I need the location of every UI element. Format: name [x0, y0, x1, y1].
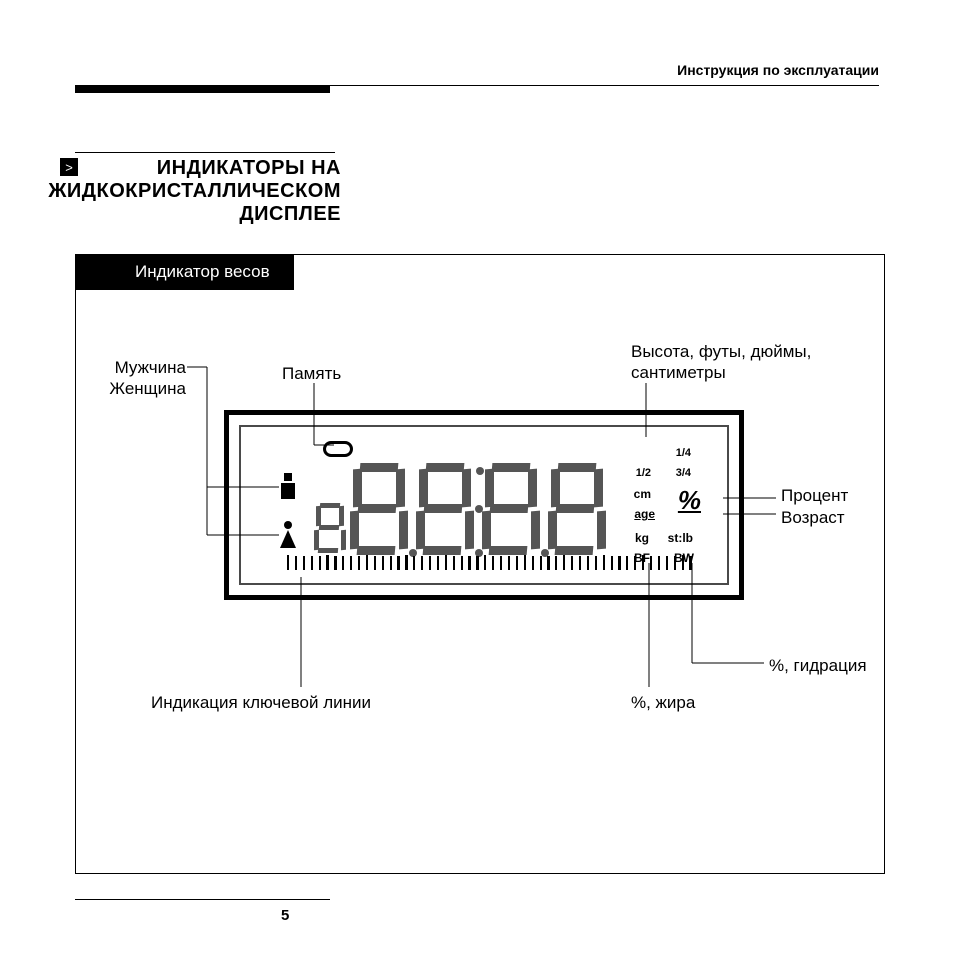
title-line-1: ИНДИКАТОРЫ НА: [157, 157, 341, 179]
title-line-3: ДИСПЛЕЕ: [239, 203, 341, 225]
label-fat: %, жира: [631, 692, 695, 713]
label-memory: Память: [282, 363, 341, 384]
lcd-digit-2: [419, 463, 471, 555]
label-age: Возраст: [781, 507, 845, 528]
lcd-digit-1: [353, 463, 405, 555]
lcd-digit-4: [551, 463, 603, 555]
section-title: ИНДИКАТОРЫ НА ЖИДКОКРИСТАЛЛИЧЕСКОМ ДИСПЛ…: [38, 157, 341, 226]
male-icon: [281, 473, 295, 499]
female-icon: [280, 521, 296, 548]
section-rule: [75, 152, 335, 153]
lcd-frac-14: 1/4: [676, 447, 691, 459]
label-male: Мужчина: [115, 358, 186, 377]
footer-rule: [75, 899, 330, 900]
diagram-tab: Индикатор весов: [75, 254, 294, 290]
label-percent: Процент: [781, 485, 848, 506]
header-accent-bar: [75, 85, 330, 93]
label-hydration: %, гидрация: [769, 655, 867, 676]
label-height: Высота, футы, дюймы, сантиметры: [631, 341, 811, 384]
lcd-display: 1/4 1/2 3/4 cm age kg st:lb BF BW %: [224, 410, 744, 600]
lcd-digit-3: [485, 463, 537, 555]
label-baseline: Индикация ключевой линии: [151, 692, 371, 713]
lcd-inner-border: 1/4 1/2 3/4 cm age kg st:lb BF BW %: [239, 425, 729, 585]
label-female: Женщина: [109, 379, 186, 398]
lcd-cm: cm: [634, 487, 651, 501]
lcd-colon-bot: [475, 505, 483, 513]
label-gender: Мужчина Женщина: [96, 357, 186, 400]
lcd-colon-top: [476, 467, 484, 475]
header-doctype: Инструкция по эксплуатации: [677, 62, 879, 78]
title-line-2: ЖИДКОКРИСТАЛЛИЧЕСКОМ: [48, 180, 341, 202]
lcd-kg: kg: [635, 531, 649, 545]
lcd-frac-12: 1/2: [636, 467, 651, 479]
lcd-percent-sign: %: [678, 485, 701, 516]
lcd-baseline-ticks: [287, 556, 692, 570]
page-number: 5: [281, 907, 289, 924]
lcd-frac-34: 3/4: [676, 467, 691, 479]
lcd-digit-small: [316, 503, 344, 553]
memory-icon: [323, 441, 353, 457]
lcd-age: age: [634, 507, 655, 521]
diagram-frame: Индикатор весов Мужчина Женщина Память В…: [75, 254, 885, 874]
lcd-stlb: st:lb: [668, 531, 693, 545]
